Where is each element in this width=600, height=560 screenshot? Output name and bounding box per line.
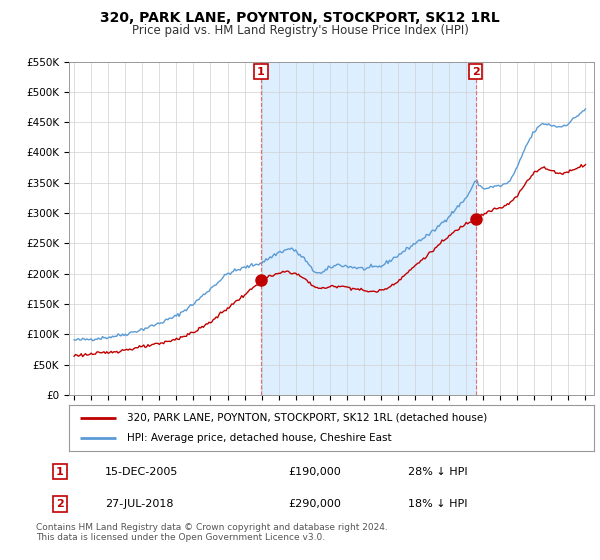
Text: 27-JUL-2018: 27-JUL-2018 — [105, 499, 173, 509]
Text: Contains HM Land Registry data © Crown copyright and database right 2024.
This d: Contains HM Land Registry data © Crown c… — [36, 523, 388, 543]
Bar — [261, 62, 476, 395]
Text: 320, PARK LANE, POYNTON, STOCKPORT, SK12 1RL (detached house): 320, PARK LANE, POYNTON, STOCKPORT, SK12… — [127, 413, 487, 423]
Text: 320, PARK LANE, POYNTON, STOCKPORT, SK12 1RL: 320, PARK LANE, POYNTON, STOCKPORT, SK12… — [100, 11, 500, 25]
Text: Price paid vs. HM Land Registry's House Price Index (HPI): Price paid vs. HM Land Registry's House … — [131, 24, 469, 36]
Text: 2: 2 — [56, 499, 64, 509]
Text: 1: 1 — [257, 67, 265, 77]
Text: £290,000: £290,000 — [288, 499, 341, 509]
Text: 2: 2 — [472, 67, 479, 77]
Text: 18% ↓ HPI: 18% ↓ HPI — [408, 499, 467, 509]
Text: 1: 1 — [56, 466, 64, 477]
Text: HPI: Average price, detached house, Cheshire East: HPI: Average price, detached house, Ches… — [127, 433, 391, 444]
Text: 15-DEC-2005: 15-DEC-2005 — [105, 466, 178, 477]
Text: 28% ↓ HPI: 28% ↓ HPI — [408, 466, 467, 477]
Text: £190,000: £190,000 — [288, 466, 341, 477]
